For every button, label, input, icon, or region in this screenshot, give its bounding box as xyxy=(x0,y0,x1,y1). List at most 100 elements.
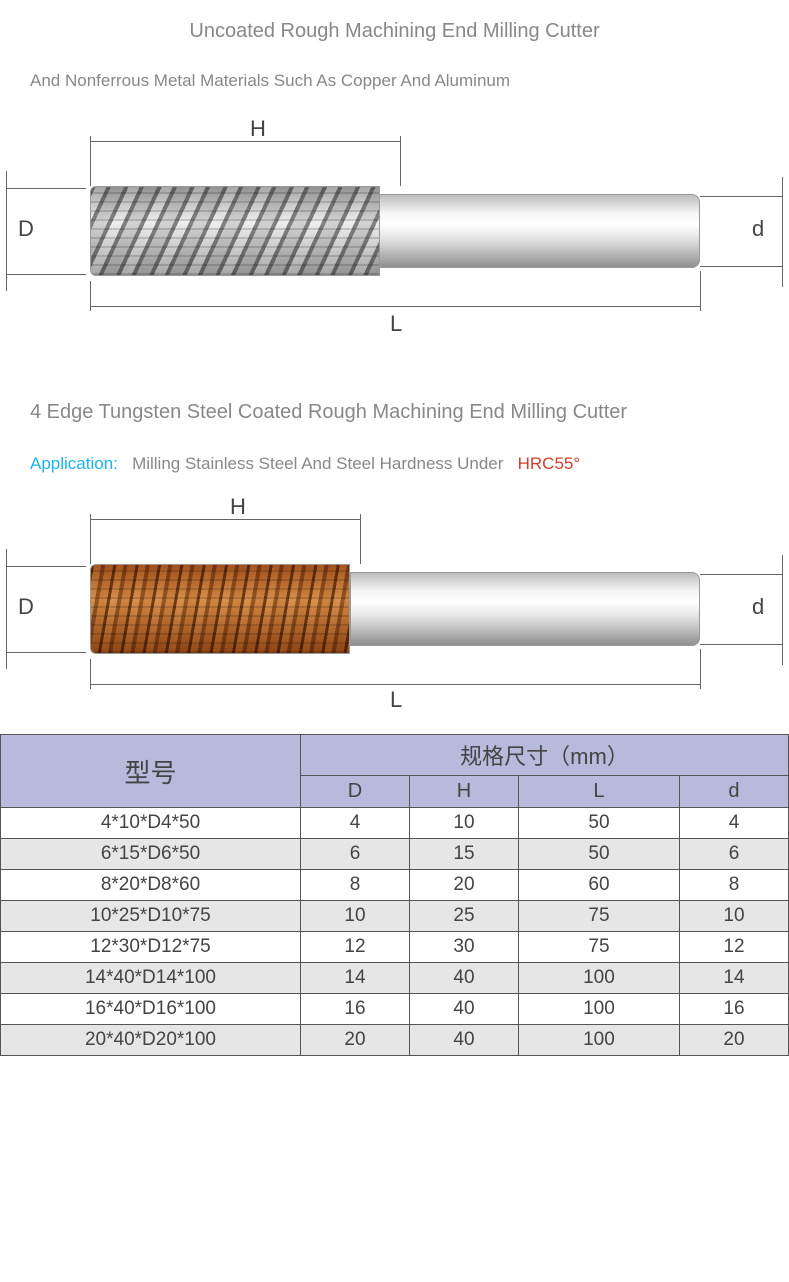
cell-model: 8*20*D8*60 xyxy=(1,870,301,901)
cell-d: 6 xyxy=(679,839,788,870)
diagram-1: H D d L xyxy=(0,111,789,351)
app2-text: Milling Stainless Steel And Steel Hardne… xyxy=(132,454,503,473)
cell-d: 20 xyxy=(679,1025,788,1056)
dim-L-label: L xyxy=(390,687,402,713)
cell-model: 10*25*D10*75 xyxy=(1,901,301,932)
dim-line xyxy=(6,652,86,653)
table-row: 12*30*D12*7512307512 xyxy=(1,932,789,963)
dim-d-label: d xyxy=(752,216,764,242)
cell-L: 75 xyxy=(518,901,679,932)
cell-L: 50 xyxy=(518,839,679,870)
cell-L: 50 xyxy=(518,808,679,839)
cell-D: 20 xyxy=(301,1025,410,1056)
table-row: 10*25*D10*7510257510 xyxy=(1,901,789,932)
dim-L-label: L xyxy=(390,311,402,337)
dim-H-label: H xyxy=(250,116,266,142)
cell-H: 30 xyxy=(409,932,518,963)
dim-d-label: d xyxy=(752,594,764,620)
cell-D: 4 xyxy=(301,808,410,839)
dim-D-label: D xyxy=(18,216,34,242)
dim-line xyxy=(90,519,360,520)
cell-H: 10 xyxy=(409,808,518,839)
cell-model: 16*40*D16*100 xyxy=(1,994,301,1025)
cell-model: 6*15*D6*50 xyxy=(1,839,301,870)
cell-model: 20*40*D20*100 xyxy=(1,1025,301,1056)
tool-shank xyxy=(350,572,700,646)
col-L-header: L xyxy=(518,776,679,808)
dim-D-label: D xyxy=(18,594,34,620)
dim-line xyxy=(90,136,91,186)
dim-H-label: H xyxy=(230,494,246,520)
cell-H: 20 xyxy=(409,870,518,901)
dim-line xyxy=(700,649,701,689)
cell-D: 16 xyxy=(301,994,410,1025)
cell-D: 6 xyxy=(301,839,410,870)
cell-L: 75 xyxy=(518,932,679,963)
dim-line xyxy=(90,281,91,311)
cell-d: 4 xyxy=(679,808,788,839)
cell-d: 12 xyxy=(679,932,788,963)
dim-line xyxy=(700,574,782,575)
section1-application: And Nonferrous Metal Materials Such As C… xyxy=(0,71,789,91)
dim-line xyxy=(90,306,700,307)
table-row: 16*40*D16*100164010016 xyxy=(1,994,789,1025)
diagram-2: H D d L xyxy=(0,494,789,724)
cell-model: 4*10*D4*50 xyxy=(1,808,301,839)
tool-illustration-1 xyxy=(90,186,700,276)
cell-model: 14*40*D14*100 xyxy=(1,963,301,994)
cell-H: 25 xyxy=(409,901,518,932)
col-model-header: 型号 xyxy=(1,735,301,808)
cell-d: 8 xyxy=(679,870,788,901)
tool-flute xyxy=(90,564,350,654)
dim-line xyxy=(782,555,783,665)
section2-title: 4 Edge Tungsten Steel Coated Rough Machi… xyxy=(0,401,789,424)
table-row: 14*40*D14*100144010014 xyxy=(1,963,789,994)
dim-line xyxy=(700,271,701,311)
dim-line xyxy=(700,266,782,267)
tool-shank xyxy=(350,194,700,268)
cell-D: 8 xyxy=(301,870,410,901)
dim-line xyxy=(90,514,91,564)
dim-line xyxy=(6,188,86,189)
cell-H: 40 xyxy=(409,994,518,1025)
tool-illustration-2 xyxy=(90,564,700,654)
cell-d: 10 xyxy=(679,901,788,932)
cell-H: 15 xyxy=(409,839,518,870)
table-row: 8*20*D8*60820608 xyxy=(1,870,789,901)
dim-line xyxy=(90,684,700,685)
dim-line xyxy=(90,141,400,142)
table-row: 6*15*D6*50615506 xyxy=(1,839,789,870)
cell-L: 100 xyxy=(518,963,679,994)
spec-table: 型号 规格尺寸（mm） DHLd 4*10*D4*504105046*15*D6… xyxy=(0,734,789,1056)
col-D-header: D xyxy=(301,776,410,808)
dim-line xyxy=(700,644,782,645)
cell-L: 100 xyxy=(518,994,679,1025)
app2-hrc: HRC55° xyxy=(518,454,581,473)
app-label: Application: xyxy=(30,454,118,473)
dim-line xyxy=(90,659,91,689)
app1-text: And Nonferrous Metal Materials Such As C… xyxy=(30,71,510,90)
cell-d: 16 xyxy=(679,994,788,1025)
dim-line xyxy=(400,136,401,186)
dim-line xyxy=(6,171,7,291)
table-row: 20*40*D20*100204010020 xyxy=(1,1025,789,1056)
cell-H: 40 xyxy=(409,1025,518,1056)
col-group-header: 规格尺寸（mm） xyxy=(301,735,789,776)
section2-application: Application: Milling Stainless Steel And… xyxy=(0,454,789,474)
cell-model: 12*30*D12*75 xyxy=(1,932,301,963)
col-H-header: H xyxy=(409,776,518,808)
cell-L: 60 xyxy=(518,870,679,901)
dim-line xyxy=(6,274,86,275)
dim-line xyxy=(700,196,782,197)
cell-H: 40 xyxy=(409,963,518,994)
dim-line xyxy=(782,177,783,287)
cell-L: 100 xyxy=(518,1025,679,1056)
dim-line xyxy=(6,549,7,669)
cell-D: 10 xyxy=(301,901,410,932)
cell-d: 14 xyxy=(679,963,788,994)
table-row: 4*10*D4*50410504 xyxy=(1,808,789,839)
tool-flute xyxy=(90,186,380,276)
cell-D: 14 xyxy=(301,963,410,994)
dim-line xyxy=(360,514,361,564)
cell-D: 12 xyxy=(301,932,410,963)
